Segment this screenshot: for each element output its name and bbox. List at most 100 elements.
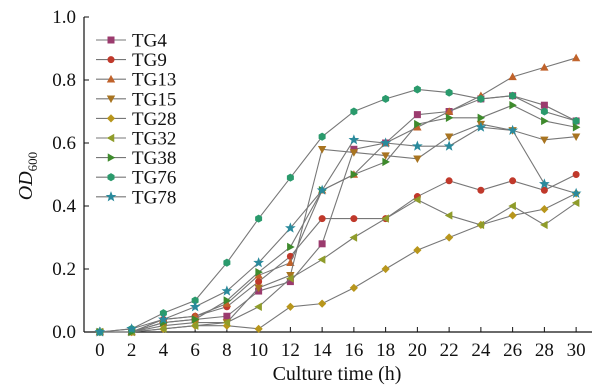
data-point-tg13 [508, 72, 517, 81]
data-point-tg28 [540, 205, 549, 214]
data-point-tg15 [571, 133, 581, 141]
legend-label-tg4: TG4 [132, 31, 167, 52]
data-point-tg4 [540, 101, 548, 109]
data-point-tg28 [445, 233, 454, 242]
x-tick-label: 24 [471, 340, 491, 361]
data-point-tg38 [255, 267, 263, 277]
data-point-tg76 [413, 85, 421, 94]
data-point-tg32 [190, 321, 199, 330]
x-tick-label: 8 [222, 340, 232, 361]
legend-marker-tg4 [107, 36, 115, 44]
data-point-tg9 [572, 171, 580, 179]
data-point-tg78 [412, 140, 423, 151]
data-point-tg9 [350, 215, 358, 223]
data-point-tg13 [286, 258, 295, 266]
series-tg76 [96, 85, 580, 337]
data-point-tg76 [572, 116, 580, 125]
x-tick-label: 6 [190, 340, 200, 361]
data-point-tg38 [191, 315, 200, 324]
data-point-tg78 [507, 124, 518, 135]
data-point-tg15 [317, 146, 327, 154]
series-tg38 [96, 101, 581, 337]
y-tick-label: 1.0 [52, 7, 76, 28]
data-point-tg32 [476, 220, 485, 230]
data-point-tg38 [350, 170, 359, 179]
data-point-tg28 [508, 211, 517, 220]
legend-label-tg76: TG76 [132, 168, 176, 189]
legend-item-tg28: TG28 [96, 109, 176, 130]
series-line-tg38 [99, 104, 577, 333]
x-tick-label: 22 [440, 340, 459, 361]
y-tick-label: 0.6 [52, 133, 76, 154]
series-tg28 [95, 189, 581, 337]
series-line-tg32 [99, 199, 577, 333]
data-point-tg38 [445, 113, 454, 122]
data-point-tg78 [94, 326, 106, 337]
data-point-tg32 [254, 302, 262, 311]
data-point-tg28 [381, 264, 390, 274]
data-point-tg32 [444, 211, 453, 220]
data-point-tg28 [286, 302, 295, 311]
data-point-tg4 [413, 111, 421, 119]
x-tick-label: 4 [159, 340, 169, 361]
data-point-tg13 [444, 107, 454, 115]
data-point-tg32 [222, 318, 231, 327]
data-point-tg32 [413, 195, 421, 204]
data-point-tg76 [509, 91, 517, 100]
data-point-tg38 [477, 113, 486, 122]
legend-label-tg38: TG38 [132, 148, 176, 169]
data-point-tg32 [286, 274, 294, 283]
data-point-tg76 [255, 214, 263, 223]
y-tick-label: 0.2 [52, 259, 76, 280]
data-point-tg76 [445, 88, 453, 97]
y-axis-title-main: OD [15, 171, 37, 200]
legend-item-tg15: TG15 [96, 89, 176, 110]
data-point-tg15 [444, 133, 454, 141]
data-point-tg15 [540, 136, 549, 145]
legend-label-tg15: TG15 [132, 89, 176, 110]
legend-marker-tg28 [106, 114, 116, 123]
data-point-tg78 [189, 301, 201, 312]
series-tg78 [94, 121, 582, 337]
data-point-tg9 [318, 215, 326, 223]
data-point-tg78 [126, 323, 137, 334]
data-point-tg15 [254, 284, 263, 293]
data-point-tg76 [382, 94, 390, 103]
legend-item-tg9: TG9 [96, 50, 167, 71]
data-point-tg78 [158, 313, 169, 324]
data-point-tg9 [255, 278, 263, 286]
data-point-tg28 [254, 324, 263, 333]
y-tick-label: 0.8 [52, 70, 76, 91]
legend-item-tg78: TG78 [96, 187, 176, 208]
data-point-tg13 [540, 63, 549, 71]
series-tg32 [95, 195, 580, 337]
x-tick-label: 2 [127, 340, 137, 361]
data-point-tg32 [317, 255, 326, 264]
data-point-tg38 [414, 119, 422, 129]
data-point-tg76 [286, 173, 294, 182]
data-point-tg38 [382, 157, 390, 167]
data-point-tg28 [349, 283, 358, 293]
data-point-tg78 [570, 187, 582, 198]
data-point-tg32 [540, 220, 548, 230]
data-point-tg4 [223, 312, 231, 320]
data-point-tg78 [348, 134, 360, 145]
data-point-tg78 [475, 121, 487, 132]
legend-item-tg4: TG4 [96, 31, 167, 52]
data-point-tg38 [287, 242, 295, 252]
legend-marker-tg15 [106, 95, 116, 104]
series-line-tg78 [99, 126, 577, 333]
data-point-tg78 [380, 137, 391, 148]
data-point-tg78 [539, 178, 550, 189]
x-tick-label: 12 [281, 340, 300, 361]
data-point-tg9 [540, 186, 548, 194]
x-axis-title: Culture time (h) [273, 363, 402, 385]
data-point-tg15 [381, 152, 390, 160]
data-point-tg78 [316, 184, 328, 195]
x-tick-label: 18 [376, 340, 395, 361]
x-tick-label: 26 [503, 340, 522, 361]
data-point-tg38 [223, 296, 232, 305]
legend-item-tg13: TG13 [96, 70, 176, 91]
